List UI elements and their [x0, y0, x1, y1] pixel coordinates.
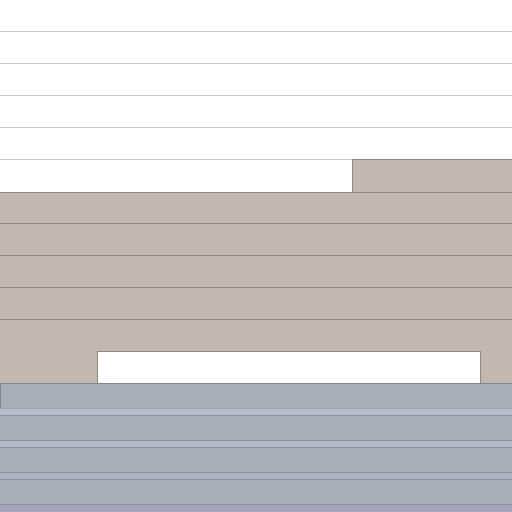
steel-slab — [0, 479, 512, 505]
tan-row-divider — [0, 351, 512, 352]
tan-slab-right-foot — [480, 351, 512, 385]
lavender-bottom-band — [0, 504, 512, 512]
tan-slab-left-foot — [0, 351, 98, 385]
tan-row-divider — [0, 223, 512, 224]
grid-line — [0, 95, 512, 96]
steel-highlight-strip — [0, 408, 512, 416]
tan-row-divider — [0, 287, 512, 288]
steel-slab — [0, 415, 512, 441]
steel-slab — [0, 447, 512, 473]
tan-slab-main — [0, 192, 512, 352]
tan-slab-step — [352, 159, 512, 193]
steel-slab-top — [0, 383, 512, 409]
grid-line — [0, 159, 512, 160]
steel-highlight-strip — [0, 440, 512, 448]
steel-highlight-strip — [0, 472, 512, 480]
grid-line — [0, 127, 512, 128]
grid-line — [0, 63, 512, 64]
tan-row-divider — [0, 255, 512, 256]
grid-line — [0, 31, 512, 32]
tan-row-divider — [0, 319, 512, 320]
